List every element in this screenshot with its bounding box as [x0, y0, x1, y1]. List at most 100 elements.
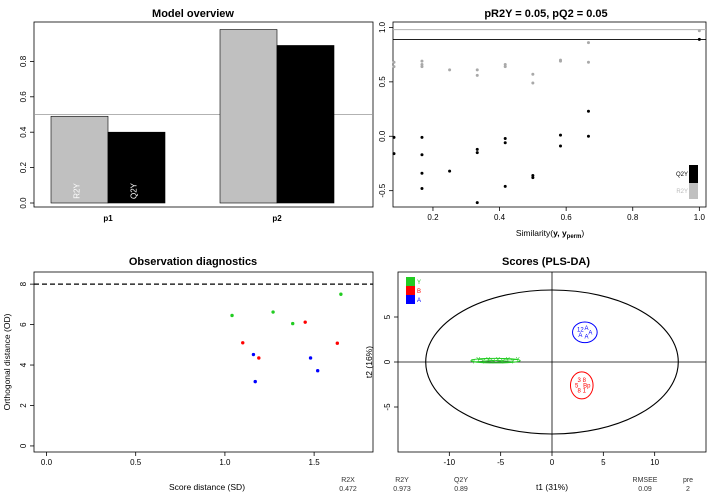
scores-point-label-y: Y	[471, 360, 475, 366]
perm-point-r2y	[475, 73, 479, 77]
metric-value: 0.472	[339, 486, 357, 493]
perm-point-q2y	[586, 109, 590, 113]
diag-x-tick-label: 0.0	[41, 458, 53, 467]
perm-x-tick-label: 0.4	[494, 213, 506, 222]
bar-q2y-p2	[276, 45, 335, 204]
scores-point-label-b: 1	[583, 389, 587, 395]
diag-point	[251, 352, 256, 357]
bar-y-tick-label: 0.2	[19, 161, 28, 173]
scores-point-label-a: 12	[577, 328, 584, 334]
scores-y-tick-label: 0	[383, 359, 392, 364]
scores-point-label-b: 3	[578, 378, 582, 384]
permutation-frame	[392, 21, 707, 208]
perm-point-r2y	[420, 65, 424, 69]
scores-legend-swatch	[406, 286, 415, 295]
bar-inline-label: Q2Y	[130, 182, 139, 199]
perm-point-q2y	[531, 173, 535, 177]
scores-x-tick-label: 10	[650, 458, 659, 467]
scores-point-label-a: A	[585, 326, 589, 332]
permutation-x-label: Similarity(y, yperm)	[516, 228, 585, 240]
perm-legend-q2y-swatch	[689, 165, 698, 183]
diag-y-tick-label: 2	[19, 403, 28, 408]
bar-y-tick-label: 0.6	[19, 91, 28, 103]
perm-point-r2y	[586, 41, 590, 45]
bar-r2y-p2	[219, 29, 278, 204]
diag-x-tick-label: 1.5	[309, 458, 321, 467]
perm-point-q2y	[420, 153, 424, 157]
perm-y-tick-label: 0.0	[378, 130, 387, 142]
perm-point-q2y	[420, 187, 424, 190]
scores-point-label-b: 5	[575, 383, 579, 389]
scores-point-label-y: Y	[481, 360, 485, 366]
perm-point-q2y	[475, 201, 479, 205]
bar-category-label: p1	[103, 214, 113, 223]
perm-point-q2y	[475, 147, 479, 151]
perm-point-r2y	[448, 68, 452, 72]
metric-header: Q2Y	[454, 477, 468, 484]
scores-x-label: t1 (31%)	[536, 482, 568, 492]
scores-y-tick-label: -5	[383, 403, 392, 411]
scores-point-label-y: Y	[506, 358, 510, 364]
diag-x-tick-label: 0.5	[130, 458, 142, 467]
perm-point-q2y	[531, 176, 535, 180]
observation-diagnostics-panel: Observation diagnostics 0 2 4 6 8 0.0 0.5 1.0 1.…	[2, 256, 374, 492]
scores-group-ellipse-b	[569, 371, 594, 400]
diag-y-tick-label: 8	[19, 281, 28, 286]
diag-y-tick-label: 4	[19, 362, 28, 367]
bar-inline-label: R2Y	[73, 183, 82, 199]
perm-point-q2y	[475, 151, 479, 155]
scores-point-label-y: Y	[516, 358, 520, 364]
diag-y-tick-label: 0	[19, 443, 28, 448]
perm-point-r2y	[697, 29, 701, 33]
scores-point-label-b: 8	[578, 389, 582, 395]
observation-diagnostics-y-label: Orthogonal distance (OD)	[2, 313, 12, 410]
scores-legend-swatch	[406, 295, 415, 304]
perm-x-tick-label: 1.0	[694, 213, 706, 222]
perm-point-q2y	[558, 144, 562, 148]
scores-panel: Scores (PLS-DA) -505-10-50510YYYYYYYYYYB…	[364, 256, 707, 492]
perm-point-r2y	[531, 72, 535, 76]
model-metrics: R2X 0.472 R2Y 0.973 Q2Y 0.89 RMSEE 0.09 pre 2	[339, 477, 693, 493]
scores-star-line	[488, 359, 496, 361]
scores-legend-label: Y	[417, 280, 421, 286]
scores-star-line	[483, 360, 496, 362]
perm-point-q2y	[392, 152, 396, 156]
metric-header: RMSEE	[633, 477, 658, 484]
scores-x-tick-label: 0	[550, 458, 555, 467]
permutation-x-label-main: Similarity(	[516, 228, 553, 238]
bar-r2y-p1	[50, 115, 109, 204]
permutation-x-label-vars: y, y	[553, 228, 567, 238]
scores-point-label-a: A	[585, 335, 589, 341]
scores-hotelling-ellipse	[425, 289, 679, 435]
perm-legend-q2y-label: Q2Y	[676, 172, 688, 178]
scores-legend-label: B	[417, 289, 421, 295]
perm-point-r2y	[503, 65, 507, 69]
diag-point	[257, 356, 261, 360]
diag-point	[315, 368, 320, 373]
scores-point-label-a: A	[578, 333, 582, 339]
bar-y-tick-label: 0.8	[19, 55, 28, 67]
perm-point-r2y	[558, 59, 562, 63]
bar-y-tick-label: 0.4	[19, 126, 28, 138]
scores-point-label-y: Y	[511, 360, 515, 366]
scores-group-ellipse-a	[572, 321, 598, 344]
diag-point	[303, 320, 307, 324]
metric-value: 0.973	[393, 486, 411, 493]
metric-header: R2X	[341, 477, 355, 484]
scores-legend-swatch	[406, 277, 415, 286]
perm-point-r2y	[420, 62, 424, 66]
permutation-x-label-sub: perm	[567, 234, 582, 240]
bar-q2y-p1	[107, 131, 166, 204]
scores-point-label-y: Y	[501, 360, 505, 366]
metric-value: 0.89	[454, 486, 468, 493]
perm-point-r2y	[392, 60, 396, 64]
observation-diagnostics-frame	[33, 271, 374, 453]
diag-point	[241, 341, 245, 345]
perm-point-q2y	[558, 133, 562, 137]
diag-point	[230, 313, 234, 318]
metric-header: R2Y	[395, 477, 409, 484]
scores-legend-label: A	[417, 298, 421, 304]
perm-point-q2y	[503, 136, 507, 140]
perm-point-q2y	[503, 141, 507, 145]
